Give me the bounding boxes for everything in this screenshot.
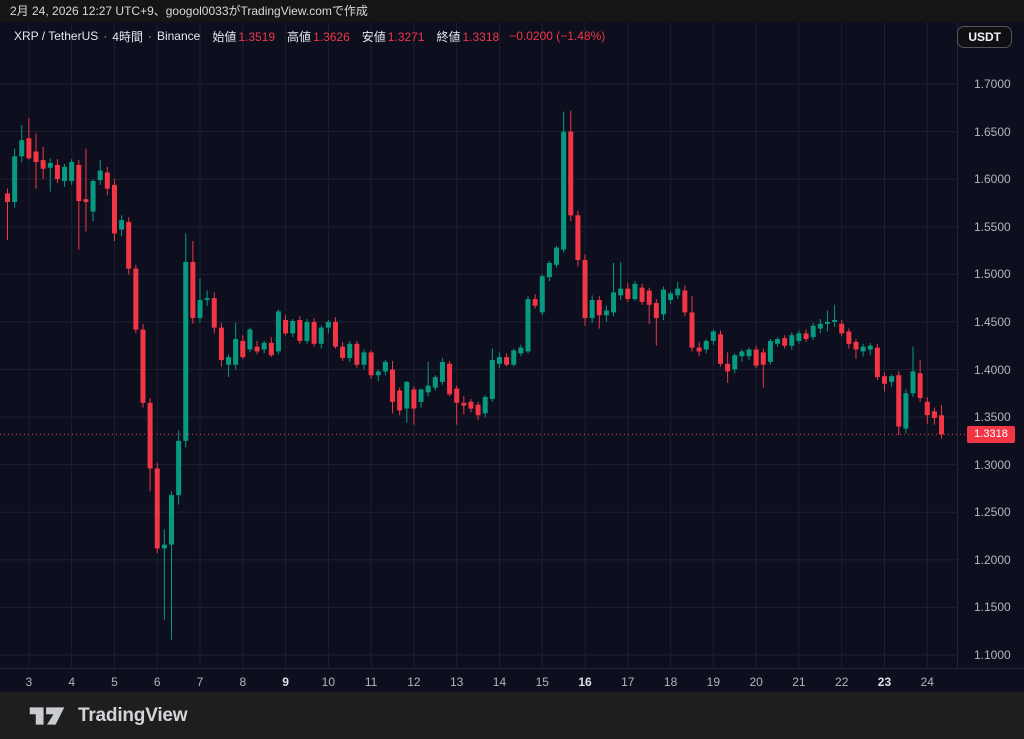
symbol-legend: XRP / TetherUS · 4時間 · Binance 始値 1.3519 … [14,28,605,44]
price-axis-label: 1.3500 [974,410,1011,425]
legend-separator: · [103,29,108,43]
tradingview-logo-icon[interactable] [28,703,66,729]
time-axis-label: 16 [578,675,592,689]
price-axis-label: 1.2000 [974,552,1011,567]
open-label: 始値 [212,29,237,44]
symbol-title[interactable]: XRP / TetherUS [14,29,99,43]
time-axis-label: 23 [877,675,892,689]
high-group: 高値 1.3626 [287,28,350,45]
open-group: 始値 1.3519 [212,28,275,45]
high-value: 1.3626 [313,29,350,44]
time-axis-label: 24 [920,675,934,689]
interval-label[interactable]: 4時間 [112,29,143,44]
legend-separator: · [147,29,152,43]
tradingview-wordmark[interactable]: TradingView [78,704,188,726]
time-axis-label: 9 [282,675,289,689]
price-axis-label: 1.7000 [974,77,1011,91]
footer-bar: TradingView [0,692,1024,739]
price-axis-label: 1.6000 [974,172,1011,187]
time-axis-label: 20 [749,675,763,689]
time-axis-label: 22 [835,675,849,689]
price-axis-label: 1.3000 [974,457,1011,472]
time-axis-label: 8 [239,675,247,689]
time-axis-label: 14 [492,675,507,689]
snapshot-attribution: 2月 24, 2026 12:27 UTC+9、googol0033がTradi… [0,0,1024,22]
price-scale[interactable]: 1.7000 1.6500 1.6000 1.5500 1.5000 1.4500 1.40… [957,22,1024,668]
open-value: 1.3519 [238,29,276,44]
candles [5,110,945,640]
close-label: 終値 [436,29,461,44]
price-axis-label: 1.4000 [974,362,1011,377]
price-axis-label: 1.6500 [974,124,1011,139]
close-value: 1.3318 [462,29,500,44]
chart-pane[interactable]: XRP / TetherUS · 4時間 · Binance 始値 1.3519 … [0,22,1024,692]
time-axis-label: 19 [706,675,721,689]
price-axis-label: 1.1500 [974,600,1011,615]
high-label: 高値 [287,29,312,44]
low-group: 安値 1.3271 [362,28,425,45]
exchange-label: Binance [156,29,201,43]
time-axis-label: 6 [153,675,161,689]
low-value: 1.3271 [387,29,425,44]
time-axis-label: 7 [196,675,204,689]
time-axis-label: 13 [450,675,464,689]
last-price-tag: 1.3318 [967,425,1015,443]
price-axis-label: 1.4500 [974,314,1011,329]
low-label: 安値 [361,29,386,44]
time-axis-label: 21 [792,675,806,689]
time-scale[interactable]: 3 4 5 6 7 8 9 10 11 12 13 14 15 16 17 18 19 20 21 22 23 24 [0,668,957,692]
currency-button[interactable]: USDT [957,26,1012,48]
time-axis-label: 4 [68,675,75,689]
candlestick-chart[interactable] [0,22,1024,692]
time-axis-label: 18 [663,675,678,689]
time-axis-label: 11 [364,675,378,689]
time-axis-label: 5 [111,675,118,689]
time-axis-label: 10 [321,675,336,689]
time-axis-label: 15 [535,675,549,689]
time-axis-label: 3 [25,675,33,689]
price-axis-label: 1.1000 [974,648,1011,662]
time-axis-label: 17 [621,675,635,689]
close-group: 終値 1.3318 [436,28,499,45]
time-axis-label: 12 [407,675,421,689]
price-axis-label: 1.2500 [974,505,1011,520]
price-axis-label: 1.5500 [974,219,1011,234]
change-value: −0.0200 (−1.48%) [509,29,606,43]
price-axis-label: 1.5000 [974,267,1011,282]
